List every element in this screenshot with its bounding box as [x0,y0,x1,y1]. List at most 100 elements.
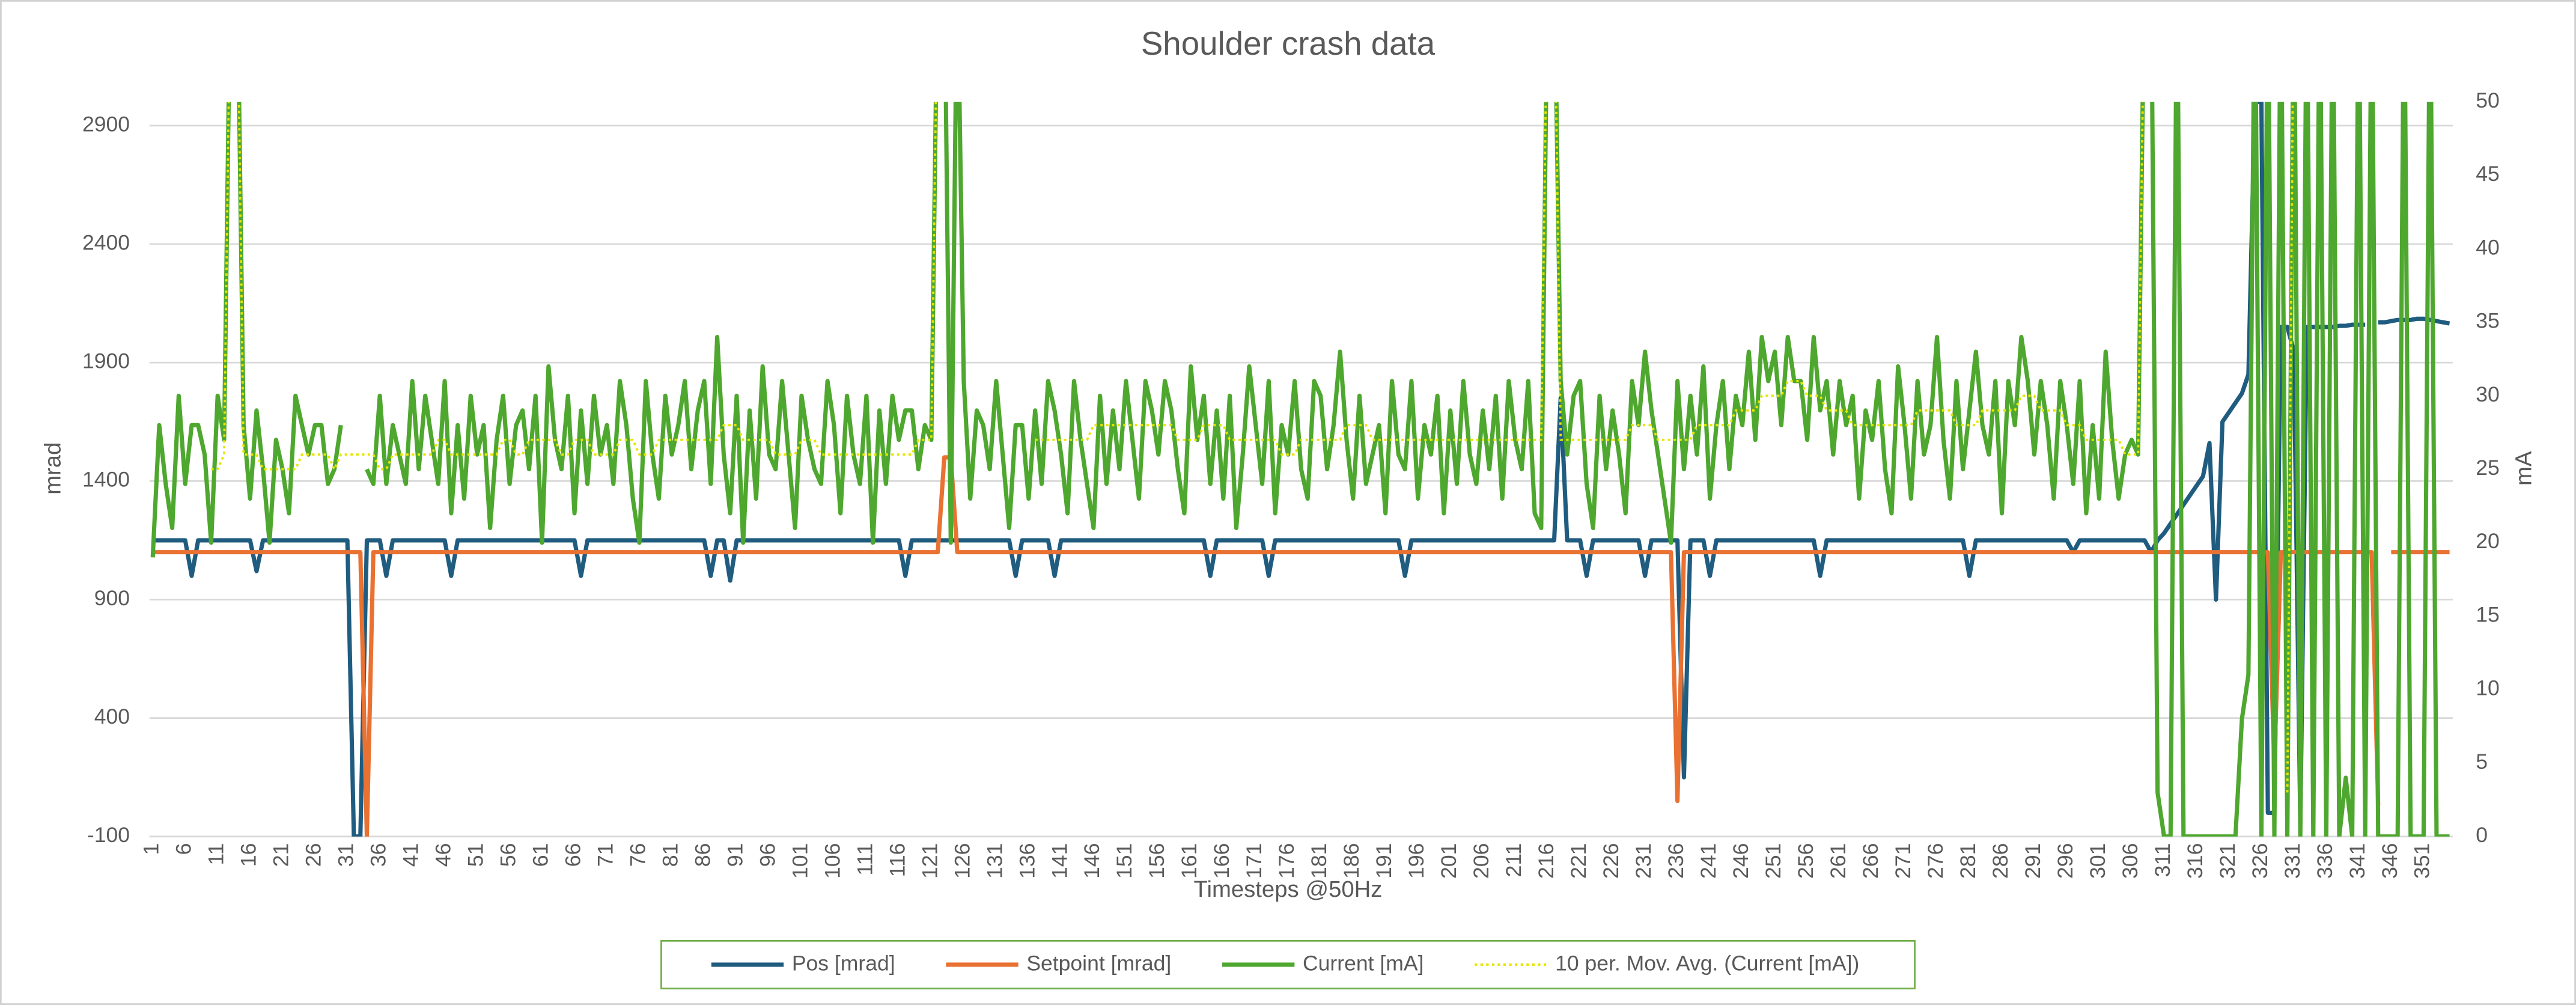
legend-label: Current [mA] [1303,951,1423,975]
x-tick-label: 346 [2378,843,2402,879]
y-tick-label: 2900 [82,112,130,136]
x-tick-label: 46 [431,843,455,867]
legend-label: Setpoint [mrad] [1026,951,1171,975]
x-tick-label: 296 [2053,843,2077,879]
x-tick-label: 181 [1307,843,1331,879]
x-tick-label: 86 [690,843,714,867]
x-tick-label: 266 [1859,843,1883,879]
x-tick-label: 26 [302,843,326,867]
y2-tick-label: 15 [2476,602,2500,626]
y-tick-label: 2400 [82,231,130,255]
y2-tick-label: 30 [2476,382,2500,406]
x-tick-label: 251 [1761,843,1785,879]
x-tick-label: 261 [1826,843,1850,879]
y2-tick-label: 5 [2476,750,2488,774]
y2-tick-label: 50 [2476,88,2500,112]
x-tick-label: 56 [496,843,520,867]
x-tick-label: 41 [398,843,422,867]
x-tick-label: 61 [528,843,552,867]
y-tick-label: 400 [94,704,130,729]
x-tick-label: 1 [139,843,163,855]
x-tick-label: 16 [237,843,261,867]
x-tick-label: 206 [1469,843,1493,879]
x-tick-label: 256 [1794,843,1818,879]
x-axis-title: Timesteps @50Hz [1194,876,1383,902]
x-tick-label: 311 [2151,843,2175,878]
x-tick-label: 131 [982,843,1006,879]
x-tick-label: 151 [1112,843,1136,879]
legend-label: Pos [mrad] [792,951,895,975]
x-tick-label: 191 [1372,843,1396,879]
x-tick-label: 186 [1339,843,1363,879]
x-tick-label: 246 [1729,843,1753,879]
y2-tick-label: 20 [2476,529,2500,553]
y-axis-title: mrad [40,442,65,495]
x-tick-label: 291 [2021,843,2045,879]
x-tick-label: 31 [334,843,358,867]
y2-tick-label: 10 [2476,676,2500,700]
x-tick-label: 121 [918,843,942,879]
y-tick-label: 1400 [82,468,130,492]
x-tick-label: 286 [1988,843,2012,879]
x-tick-label: 271 [1891,843,1915,879]
x-tick-label: 201 [1437,843,1461,879]
x-tick-label: 226 [1599,843,1623,879]
x-tick-label: 96 [755,843,779,867]
y2-tick-label: 40 [2476,235,2500,259]
x-tick-label: 71 [593,843,617,867]
x-tick-label: 221 [1567,843,1591,879]
x-tick-label: 136 [1015,843,1039,879]
x-tick-label: 156 [1145,843,1169,879]
x-tick-label: 326 [2248,843,2272,879]
y-tick-label: 1900 [82,349,130,373]
x-tick-label: 236 [1664,843,1688,879]
x-tick-label: 351 [2410,843,2434,879]
series-line [153,102,2450,837]
x-tick-label: 306 [2118,843,2142,879]
y2-axis-title: mA [2511,451,2536,486]
x-tick-label: 11 [204,843,228,866]
x-tick-label: 166 [1210,843,1234,879]
x-tick-label: 81 [658,843,682,867]
x-tick-label: 116 [885,843,909,878]
x-tick-label: 316 [2183,843,2207,879]
legend-label: 10 per. Mov. Avg. (Current [mA]) [1555,951,1859,975]
x-tick-label: 336 [2313,843,2337,879]
x-tick-label: 211 [1502,843,1526,878]
x-tick-label: 171 [1242,843,1266,879]
series-line [150,102,2450,837]
legend: Pos [mrad] Setpoint [mrad] Current [mA] 10 … [711,951,1859,975]
x-tick-label: 231 [1631,843,1655,879]
x-tick-label: 331 [2280,843,2304,879]
y2-tick-label: 0 [2476,823,2488,847]
chart-title: Shoulder crash data [1141,25,1436,62]
x-tick-label: 241 [1696,843,1720,879]
series-line [211,102,2294,793]
x-tick-label: 91 [723,843,747,867]
x-tick-label: 111 [853,843,877,876]
x-tick-label: 51 [463,843,487,867]
x-tick-label: 281 [1956,843,1980,879]
legend-box [660,939,1916,989]
x-tick-label: 146 [1080,843,1104,879]
x-tick-label: 21 [269,843,293,867]
x-tick-label: 216 [1534,843,1558,879]
y2-tick-label: 25 [2476,456,2500,480]
y2-tick-label: 45 [2476,162,2500,186]
x-tick-label: 161 [1177,843,1201,879]
x-tick-label: 76 [626,843,650,867]
x-tick-label: 341 [2345,843,2369,879]
y-tick-label: -100 [87,823,130,847]
x-tick-label: 196 [1404,843,1428,879]
x-tick-label: 106 [820,843,844,879]
x-tick-label: 101 [788,843,812,879]
x-tick-label: 141 [1047,843,1071,879]
x-tick-label: 6 [172,843,196,855]
y-tick-label: 900 [94,586,130,610]
y2-tick-label: 35 [2476,309,2500,333]
x-tick-label: 301 [2086,843,2110,879]
x-tick-label: 276 [1923,843,1947,879]
x-tick-label: 66 [561,843,585,867]
